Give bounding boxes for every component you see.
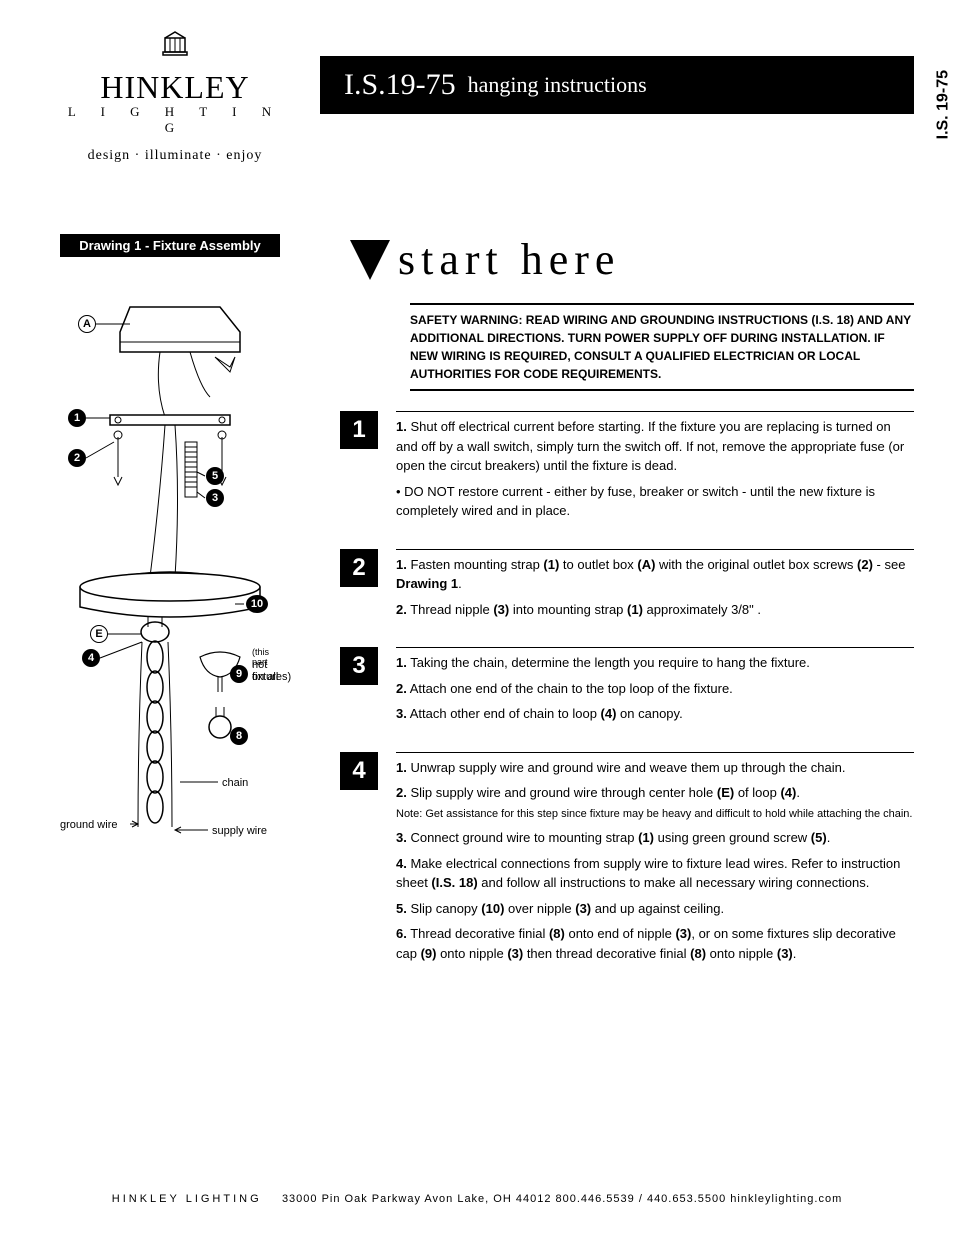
diagram-callout-letter: A (78, 315, 96, 333)
step-body: 1. Shut off electrical current before st… (396, 411, 914, 527)
diagram-callout-number: 9 (230, 665, 248, 683)
logo-name: HINKLEY (60, 69, 290, 106)
footer-contact: 33000 Pin Oak Parkway Avon Lake, OH 4401… (282, 1193, 842, 1205)
diagram-callout-number: 5 (206, 467, 224, 485)
step-paragraph: 1. Shut off electrical current before st… (396, 417, 914, 476)
start-here-text: start here (398, 234, 620, 285)
step-body: 1. Unwrap supply wire and ground wire an… (396, 752, 914, 970)
diagram-callout-number: 2 (68, 449, 86, 467)
step-paragraph: 3. Attach other end of chain to loop (4)… (396, 704, 914, 724)
fixture-diagram: AE125310498(this partnot on allfixtures)… (60, 297, 280, 857)
side-label: I.S. 19-75 (934, 70, 952, 139)
step-row: 3 1. Taking the chain, determine the leng… (340, 647, 914, 730)
title-bar: I.S.19-75 hanging instructions (320, 56, 914, 114)
step-paragraph: 5. Slip canopy (10) over nipple (3) and … (396, 899, 914, 919)
diagram-label: supply wire (212, 825, 267, 837)
logo-tagline: design · illuminate · enjoy (60, 148, 290, 164)
logo-subtitle: L I G H T I N G (60, 104, 290, 136)
step-paragraph: 2. Slip supply wire and ground wire thro… (396, 783, 914, 822)
diagram-label: ground wire (60, 819, 117, 831)
step-body: 1. Taking the chain, determine the lengt… (396, 647, 914, 730)
step-row: 2 1. Fasten mounting strap (1) to outlet … (340, 549, 914, 626)
drawing-label: Drawing 1 - Fixture Assembly (60, 234, 280, 257)
step-paragraph: 1. Taking the chain, determine the lengt… (396, 653, 914, 673)
footer-brand: HINKLEY LIGHTING (112, 1193, 262, 1205)
doc-code: I.S.19-75 (344, 68, 456, 102)
step-paragraph: 1. Unwrap supply wire and ground wire an… (396, 758, 914, 778)
step-paragraph: 1. Fasten mounting strap (1) to outlet b… (396, 555, 914, 594)
step-number: 1 (340, 411, 378, 449)
step-paragraph: 2. Attach one end of the chain to the to… (396, 679, 914, 699)
diagram-callout-number: 3 (206, 489, 224, 507)
logo-icon (60, 30, 290, 67)
doc-subtitle: hanging instructions (468, 72, 647, 98)
diagram-callout-letter: E (90, 625, 108, 643)
diagram-label: fixtures) (252, 671, 291, 683)
step-row: 1 1. Shut off electrical current before s… (340, 411, 914, 527)
safety-warning: SAFETY WARNING: READ WIRING AND GROUNDIN… (410, 303, 914, 391)
brand-logo: HINKLEY L I G H T I N G design · illumin… (60, 30, 290, 164)
step-paragraph: 6. Thread decorative finial (8) onto end… (396, 924, 914, 963)
step-body: 1. Fasten mounting strap (1) to outlet b… (396, 549, 914, 626)
step-number: 2 (340, 549, 378, 587)
diagram-callout-number: 1 (68, 409, 86, 427)
step-paragraph: 4. Make electrical connections from supp… (396, 854, 914, 893)
step-paragraph: 2. Thread nipple (3) into mounting strap… (396, 600, 914, 620)
step-paragraph: 3. Connect ground wire to mounting strap… (396, 828, 914, 848)
step-number: 4 (340, 752, 378, 790)
step-number: 3 (340, 647, 378, 685)
step-row: 4 1. Unwrap supply wire and ground wire a… (340, 752, 914, 970)
step-paragraph: • DO NOT restore current - either by fus… (396, 482, 914, 521)
diagram-callout-number: 8 (230, 727, 248, 745)
diagram-callout-number: 10 (246, 595, 268, 613)
start-here-heading: start here (350, 234, 914, 285)
down-arrow-icon (350, 240, 390, 280)
page-footer: HINKLEY LIGHTING 33000 Pin Oak Parkway A… (0, 1193, 954, 1205)
diagram-callout-number: 4 (82, 649, 100, 667)
diagram-label: chain (222, 777, 248, 789)
